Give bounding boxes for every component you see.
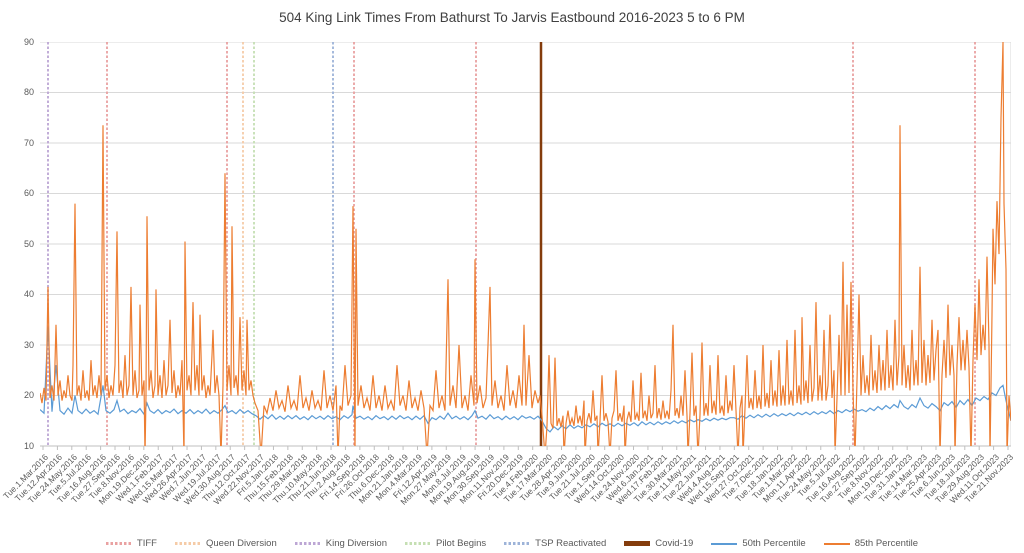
legend-item-tiff: TIFF [105,538,157,549]
y-axis-label: 10 [23,440,34,451]
chart-title: 504 King Link Times From Bathurst To Jar… [279,10,745,25]
legend-swatch-icon [711,542,738,545]
y-axis-label: 70 [23,137,34,148]
y-axis-label: 80 [23,87,34,97]
y-axis-label: 20 [23,390,34,400]
legend-swatch-icon [174,542,201,545]
legend-swatch-icon [105,542,132,545]
legend-swatch-icon [294,542,321,545]
legend-label: Covid-19 [655,538,694,549]
legend-label: 85th Percentile [854,538,919,549]
legend-item-queen-diversion: Queen Diversion [174,538,277,549]
plot-area [40,41,1012,452]
legend-label: TIFF [136,538,157,549]
y-axis-label: 50 [23,238,34,249]
legend-item-50th-percentile: 50th Percentile [711,538,806,549]
series-85th-percentile [40,42,1011,446]
legend-item-85th-percentile: 85th Percentile [823,538,919,549]
legend-swatch-icon [405,542,431,545]
legend-item-king-diversion: King Diversion [294,538,387,549]
series-50th-percentile [40,327,1011,433]
legend-swatch-icon [624,541,651,546]
legend-label: TSP Reactivated [535,538,607,549]
legend-item-tsp-reactivated: TSP Reactivated [504,538,606,549]
y-axis-label: 30 [23,339,34,350]
legend-item-covid-19: Covid-19 [624,538,693,549]
legend-swatch-icon [823,542,850,545]
legend-label: King Diversion [325,538,387,549]
plot-svg [40,41,1012,450]
legend-label: Queen Diversion [205,538,277,549]
legend-label: 50th Percentile [742,538,806,549]
legend-swatch-icon [504,542,531,545]
y-axis-label: 90 [23,36,34,47]
legend: TIFF Queen Diversion King Diversion Pilot B… [0,538,1024,549]
y-axis-label: 40 [23,289,34,299]
legend-item-pilot-begins: Pilot Begins [405,538,486,549]
legend-label: Pilot Begins [436,538,487,549]
y-axis-label: 60 [23,188,34,198]
